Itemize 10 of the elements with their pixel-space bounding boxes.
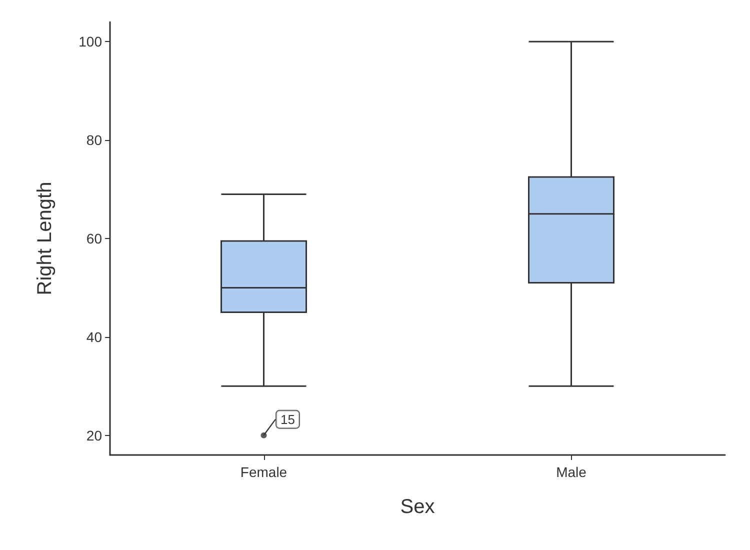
y-tick-label: 40 — [86, 328, 102, 345]
y-tick-label: 20 — [86, 427, 102, 444]
y-tick-label: 100 — [78, 34, 102, 50]
x-axis-title: Sex — [400, 496, 435, 518]
y-tick-label: 80 — [86, 132, 102, 148]
y-axis-title: Right Length — [34, 182, 56, 296]
y-tick-label: 60 — [86, 230, 102, 246]
x-tick-label: Male — [556, 464, 587, 480]
annotation: 15 — [280, 412, 295, 427]
x-tick-label: Female — [240, 464, 288, 480]
